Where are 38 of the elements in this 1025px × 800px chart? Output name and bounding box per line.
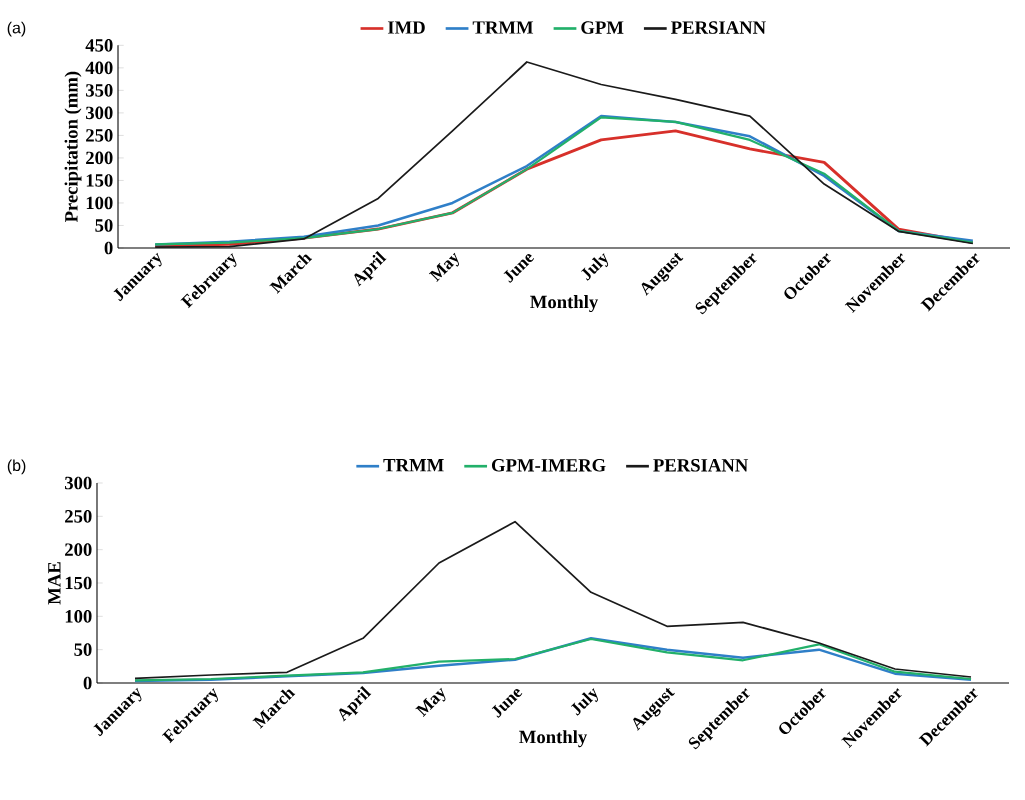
y-tick-label: 300 bbox=[65, 476, 92, 490]
y-tick-label: 100 bbox=[65, 610, 92, 623]
legend-label: TRMM bbox=[383, 459, 444, 472]
y-tick-label: 400 bbox=[85, 61, 113, 75]
legend-label: TRMM bbox=[472, 21, 534, 34]
x-axis-title: Monthly bbox=[530, 295, 599, 313]
y-axis-title: Precipitation (mm) bbox=[64, 71, 82, 223]
y-axis-title: MAE bbox=[48, 562, 61, 605]
y-tick-label: 150 bbox=[65, 576, 92, 590]
y-tick-label: 100 bbox=[86, 196, 113, 210]
y-tick-label: 200 bbox=[86, 151, 113, 165]
x-tick-label: July bbox=[570, 688, 598, 716]
y-tick-label: 50 bbox=[74, 643, 92, 656]
text: (b) bbox=[7, 459, 26, 475]
y-tick-label: 350 bbox=[86, 84, 113, 97]
x-tick-label: June bbox=[491, 688, 523, 718]
x-tick-label: May bbox=[415, 687, 446, 717]
x-tick-label: May bbox=[428, 252, 459, 282]
x-tick-label: July bbox=[581, 253, 609, 281]
y-tick-label: 0 bbox=[104, 241, 113, 255]
y-tick-label: 250 bbox=[65, 510, 92, 523]
y-tick-label: 0 bbox=[83, 676, 92, 690]
legend-label: PERSIANN bbox=[653, 459, 749, 472]
text: (a) bbox=[7, 21, 26, 37]
y-tick-label: 150 bbox=[86, 174, 113, 187]
y-tick-label: 200 bbox=[65, 543, 92, 556]
y-tick-label: 250 bbox=[86, 129, 113, 142]
x-tick-label: June bbox=[503, 253, 535, 283]
line-series bbox=[154, 61, 974, 248]
y-tick-label: 300 bbox=[86, 106, 113, 120]
legend-label: PERSIANN bbox=[671, 21, 766, 34]
legend-label: IMD bbox=[387, 21, 425, 34]
legend-label: GPM-IMERG bbox=[491, 459, 606, 472]
y-tick-label: 450 bbox=[85, 39, 113, 52]
y-tick-label: 50 bbox=[95, 219, 113, 232]
line-series bbox=[134, 520, 972, 680]
legend-label: GPM bbox=[581, 21, 624, 34]
x-axis-title: Monthly bbox=[519, 730, 588, 748]
